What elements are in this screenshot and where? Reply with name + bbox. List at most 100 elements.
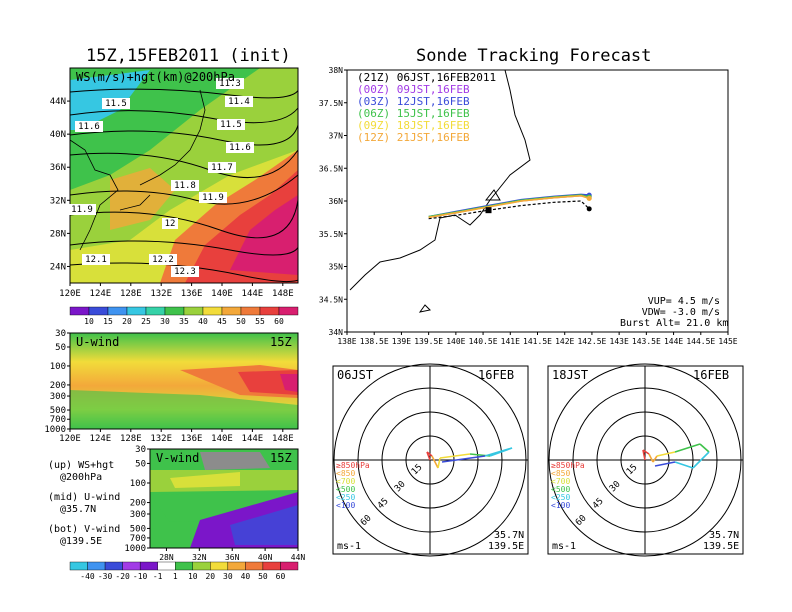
colorbar2-cell xyxy=(227,561,246,571)
colorbar2-cell xyxy=(139,561,158,571)
v-y-tick-label: 1000 xyxy=(124,544,146,554)
colorbar-label: 40 xyxy=(198,317,208,326)
track-x-tick-label: 138E xyxy=(337,337,356,346)
contour-label-box xyxy=(217,119,245,130)
contour-label: 11.5 xyxy=(105,99,127,109)
colorbar2-cell xyxy=(69,561,88,571)
track-y-tick-label: 36N xyxy=(329,197,344,206)
contour-label-box xyxy=(199,192,227,203)
track-y-tick-label: 38N xyxy=(329,66,344,75)
u-y-tick-label: 500 xyxy=(50,406,66,416)
colorbar2-label: 30 xyxy=(223,572,233,581)
u-x-tick-label: 124E xyxy=(90,434,112,444)
colorbar2-label: 1 xyxy=(173,572,178,581)
hodo1-date: 16FEB xyxy=(478,368,515,382)
colorbar-label: 45 xyxy=(217,317,227,326)
track-series-line xyxy=(428,194,590,219)
colorbar2-label: -40 xyxy=(80,572,95,581)
track-series-line xyxy=(428,200,590,220)
u-wind-fill xyxy=(70,333,298,429)
colorbar-cell xyxy=(259,306,280,316)
track-x-tick-label: 139E xyxy=(392,337,411,346)
colorbar2-cell xyxy=(280,561,299,571)
note-bot: (bot) V-wind @139.5E xyxy=(48,524,121,547)
colorbar-cell xyxy=(69,306,90,316)
track-x-tick-label: 142.5E xyxy=(577,337,606,346)
contour-label-box xyxy=(149,254,177,265)
annotation-vup: VUP= 4.5 m/s xyxy=(647,296,720,307)
map-x-tick-label: 128E xyxy=(120,289,142,299)
v-x-tick-label: 36N xyxy=(225,553,240,562)
track-x-tick-label: 144E xyxy=(664,337,683,346)
map-x-tick-label: 136E xyxy=(181,289,203,299)
map-x-tick-label: 124E xyxy=(90,289,112,299)
track-legend: (21Z) 06JST,16FEB2011 (00Z) 09JST,16FEB … xyxy=(357,72,496,144)
colorbar2-label: 40 xyxy=(241,572,251,581)
note-up: (up) WS+hgt @200hPa xyxy=(48,460,115,483)
colorbar-cell xyxy=(88,306,109,316)
hodo-segment xyxy=(674,461,694,469)
track-x-tick-label: 143E xyxy=(610,337,629,346)
track-y-tick-label: 37N xyxy=(329,132,344,141)
track-series-line xyxy=(428,194,590,219)
hodo-segment xyxy=(648,453,654,463)
legend-entry: (21Z) 06JST,16FEB2011 xyxy=(357,71,497,84)
track-x-tick-label: 142E xyxy=(555,337,574,346)
colorbar2-cell xyxy=(210,561,229,571)
track-y-tick-label: 37.5N xyxy=(319,99,343,108)
track-x-tick-label: 138.5E xyxy=(360,337,389,346)
hodo-ring-label: 60 xyxy=(359,513,374,528)
colorbar2-cell xyxy=(192,561,211,571)
contour-label-box xyxy=(82,254,110,265)
contour-label: 11.8 xyxy=(174,181,196,191)
hodo-segment xyxy=(484,447,513,457)
hodo2-pressure-legend: ≥850hPa <850 <700 <500 <250 <100 xyxy=(551,461,585,510)
u-x-tick-label: 144E xyxy=(242,434,264,444)
hodo-ring-label: 15 xyxy=(625,463,640,478)
colorbar2-cell xyxy=(122,561,141,571)
colorbar2-cell xyxy=(262,561,281,571)
track-x-tick-label: 140E xyxy=(446,337,465,346)
map-x-tick-label: 132E xyxy=(150,289,172,299)
colorbar2-label: 20 xyxy=(205,572,215,581)
legend-entry: (06Z) 15JST,16FEB xyxy=(357,107,470,120)
colorbar-cell xyxy=(183,306,204,316)
map-y-tick-label: 32N xyxy=(50,196,66,206)
u-x-tick-label: 128E xyxy=(120,434,142,444)
v-wind-time: 15Z xyxy=(270,451,292,465)
colorbar-cell xyxy=(145,306,166,316)
colorbar-label: 15 xyxy=(103,317,113,326)
track-endpoint xyxy=(586,206,592,212)
u-y-tick-label: 700 xyxy=(50,415,66,425)
hodo-segment xyxy=(674,443,701,453)
contour-label: 12 xyxy=(165,219,176,229)
hodo-segment xyxy=(652,455,658,463)
v-y-tick-label: 500 xyxy=(130,524,146,534)
u-y-tick-label: 50 xyxy=(55,343,66,353)
colorbar2-label: -1 xyxy=(153,572,163,581)
v-y-tick-label: 30 xyxy=(135,445,146,455)
hodo-segment xyxy=(426,451,433,457)
hodo-segment xyxy=(692,451,710,469)
hodo-ring-label: 15 xyxy=(410,463,425,478)
u-x-tick-label: 132E xyxy=(150,434,172,444)
track-y-tick-label: 34N xyxy=(329,328,344,337)
colorbar-cell xyxy=(278,306,299,316)
contour-label: 11.4 xyxy=(228,97,250,107)
colorbar2-label: -10 xyxy=(133,572,148,581)
u-y-tick-label: 1000 xyxy=(44,425,66,435)
map-y-tick-label: 40N xyxy=(50,130,66,140)
colorbar2-label: 10 xyxy=(188,572,198,581)
track-endpoint xyxy=(586,195,592,201)
hodo-segment xyxy=(642,449,646,461)
hodo2-time: 18JST xyxy=(552,368,589,382)
track-x-tick-label: 143.5E xyxy=(632,337,661,346)
ws-map-fill xyxy=(70,68,298,283)
hodo-segment xyxy=(656,451,676,457)
hodo-ring-label: 45 xyxy=(376,496,391,511)
map-x-tick-label: 148E xyxy=(272,289,294,299)
contour-label: 12.3 xyxy=(174,267,196,277)
map-y-tick-label: 36N xyxy=(50,163,66,173)
map-y-tick-label: 28N xyxy=(50,229,66,239)
